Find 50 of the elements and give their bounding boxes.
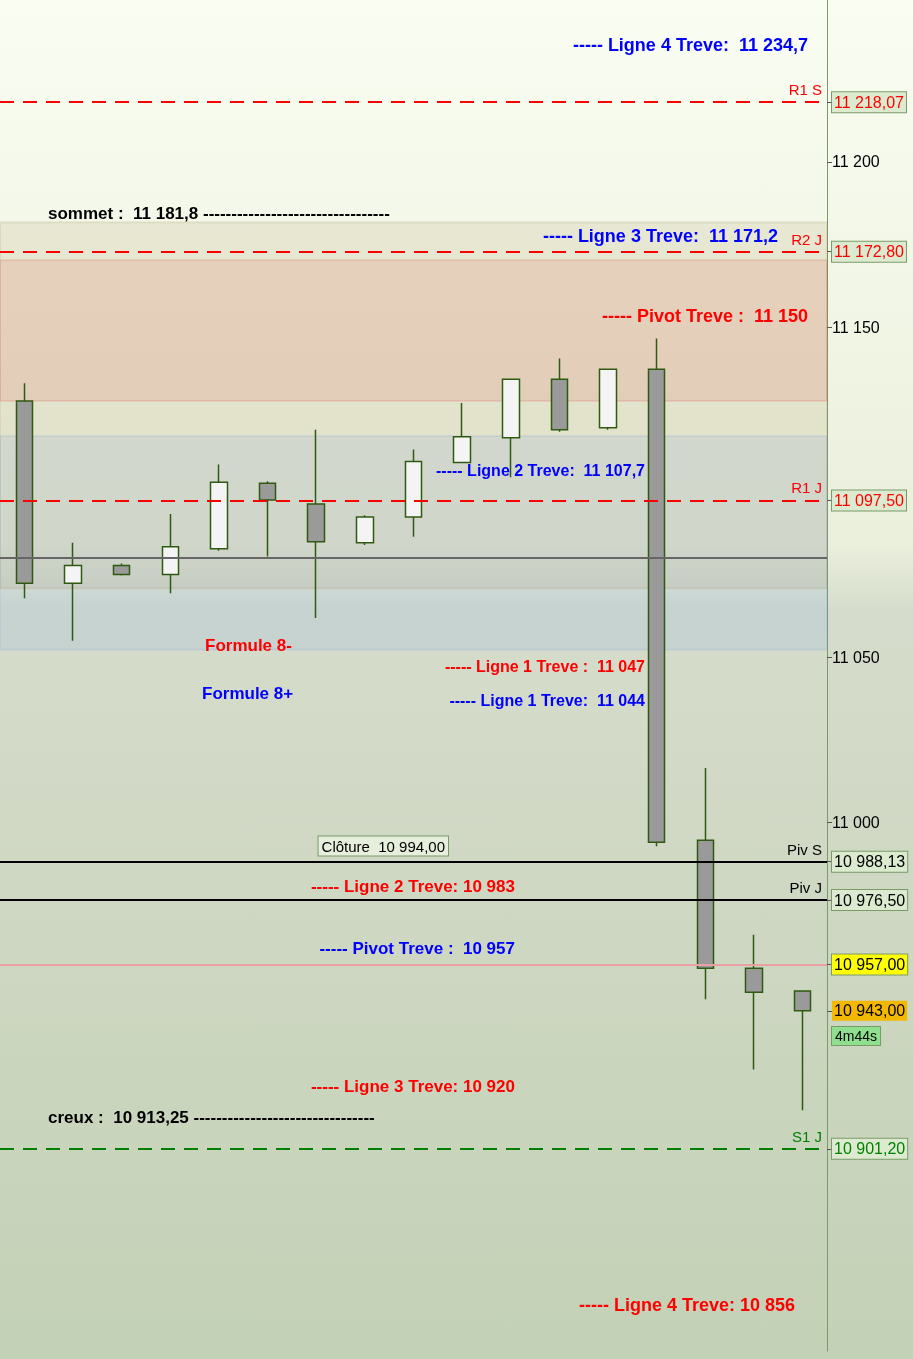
candlestick bbox=[306, 428, 326, 619]
text: 4m44s bbox=[835, 1028, 878, 1044]
candlestick bbox=[355, 514, 375, 546]
ref-line-label: Piv J bbox=[789, 879, 822, 897]
annotation: creux : 10 913,25 -------------------------------- bbox=[48, 1107, 375, 1127]
ref-line-label: R2 J bbox=[791, 230, 822, 248]
annotation: Formule 8- bbox=[205, 635, 292, 655]
annotation: ----- Ligne 2 Treve: 10 983 bbox=[310, 876, 515, 896]
annotation: Clôture 10 994,00 bbox=[321, 837, 445, 855]
candlestick bbox=[63, 541, 83, 642]
y-tick-label: 11 050 bbox=[832, 648, 880, 666]
y-tick-label: 10 957,00 bbox=[834, 956, 906, 974]
annotation: Formule 8+ bbox=[202, 683, 294, 703]
ref-line-label: S1 J bbox=[791, 1127, 822, 1145]
ref-line-label: Piv S bbox=[786, 840, 822, 858]
annotation: ----- Pivot Treve : 11 150 bbox=[601, 306, 808, 326]
y-tick-label: 11 200 bbox=[832, 153, 880, 171]
annotation: ----- Ligne 4 Treve: 11 234,7 bbox=[572, 35, 808, 55]
y-tick-label: 11 097,50 bbox=[834, 491, 905, 509]
annotation: ----- Ligne 4 Treve: 10 856 bbox=[578, 1295, 795, 1315]
candlestick bbox=[209, 463, 229, 552]
y-tick-label: 10 901,20 bbox=[834, 1140, 906, 1158]
candlestick bbox=[793, 990, 812, 1111]
annotation: ----- Pivot Treve : 10 957 bbox=[319, 938, 515, 958]
ref-line-label: R1 J bbox=[791, 479, 822, 497]
candlestick bbox=[744, 934, 764, 1071]
annotation: ----- Ligne 2 Treve: 11 107,7 bbox=[436, 461, 646, 479]
y-tick-label: 10 988,13 bbox=[834, 853, 906, 871]
ref-line-label: R1 S bbox=[788, 81, 822, 99]
y-tick-label: 11 000 bbox=[832, 813, 880, 831]
candlestick bbox=[647, 337, 666, 848]
candlestick bbox=[696, 767, 715, 1000]
annotation: ----- Ligne 3 Treve: 10 920 bbox=[310, 1076, 515, 1096]
candlestick bbox=[15, 382, 34, 599]
candlestick bbox=[404, 448, 423, 538]
candlestick bbox=[258, 480, 277, 558]
y-tick-label: 11 218,07 bbox=[834, 93, 905, 111]
y-tick-label: 10 976,50 bbox=[834, 891, 906, 909]
y-tick-label: 11 150 bbox=[832, 318, 880, 336]
candlestick bbox=[112, 562, 131, 577]
candlestick bbox=[598, 368, 618, 431]
y-tick-label: 11 172,80 bbox=[834, 243, 905, 261]
annotation: ----- Ligne 1 Treve : 11 047 bbox=[444, 657, 646, 675]
candlestick bbox=[161, 513, 180, 594]
candlestick bbox=[550, 357, 569, 433]
y-tick-label: 10 943,00 bbox=[834, 1002, 906, 1020]
annotation: sommet : 11 181,8 --------------------------------- bbox=[48, 203, 390, 223]
candlestick bbox=[452, 402, 472, 464]
annotation: ----- Ligne 3 Treve: 11 171,2 bbox=[542, 226, 778, 246]
annotation: ----- Ligne 1 Treve: 11 044 bbox=[449, 691, 646, 709]
